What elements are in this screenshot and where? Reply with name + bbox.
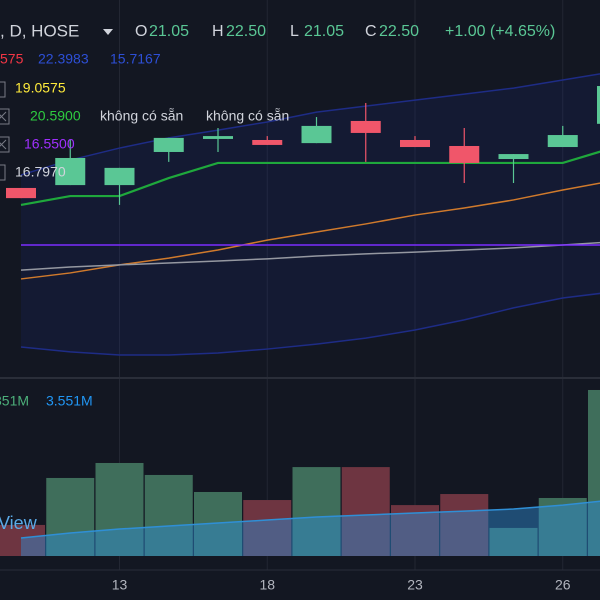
ohlc-value: 21.05 <box>304 23 344 40</box>
indicator-value: 15.7167 <box>110 51 161 67</box>
ohlc-value: 22.50 <box>379 23 419 40</box>
ohlc-value: 22.50 <box>226 23 266 40</box>
volume-bar <box>489 527 538 556</box>
x-tick-label: 18 <box>259 577 275 593</box>
volume-ma-area <box>21 501 600 556</box>
x-tick-label: 26 <box>555 577 571 593</box>
icon-box[interactable] <box>0 164 6 181</box>
ohlc-name: L <box>290 23 299 40</box>
indicator-value: 575 <box>0 51 24 67</box>
labels: , D, HOSE +1.00 (+4.65%) View O 21.05 H 22.… <box>0 21 571 593</box>
watermark: View <box>0 513 38 533</box>
band-upper <box>20 73 600 176</box>
candle-body <box>301 125 332 144</box>
indicator-line <box>20 241 600 271</box>
ohlc-name: C <box>365 23 377 40</box>
volume-bar <box>144 474 193 556</box>
symbol: , D, HOSE <box>0 21 79 40</box>
band-lower <box>20 292 600 356</box>
volume-bar <box>243 500 292 556</box>
candle-body <box>350 120 381 133</box>
ohlc-name: O <box>135 23 147 40</box>
candle-body <box>597 86 600 124</box>
plot <box>0 73 600 556</box>
candle-body <box>153 137 184 152</box>
volume-bar <box>46 477 95 556</box>
icon-close[interactable] <box>0 136 10 153</box>
icon-close-x <box>0 111 7 122</box>
candle-body <box>6 187 36 199</box>
volume-bar <box>538 497 587 556</box>
ohlc-name: H <box>212 23 224 40</box>
change: +1.00 (+4.65%) <box>445 23 555 40</box>
icon-close-x <box>0 139 7 150</box>
indicator-value: 20.5900 <box>30 108 81 124</box>
icon-close[interactable] <box>0 108 10 125</box>
candle-body <box>498 154 529 160</box>
x-tick-label: 13 <box>112 577 128 593</box>
volume-bar <box>440 494 489 556</box>
indicator-value: không có sẵn <box>206 108 289 124</box>
candle-body <box>400 139 430 148</box>
volume-bar <box>0 524 45 556</box>
volume-bar <box>292 467 341 556</box>
volume-label: 351M <box>0 393 29 409</box>
candle-body <box>449 145 480 163</box>
volume-bar <box>588 389 600 556</box>
candle-body <box>547 135 578 148</box>
candle-body <box>104 167 135 186</box>
candle-body <box>252 139 283 145</box>
dropdown-icon[interactable] <box>103 29 113 35</box>
indicator-value: không có sẵn <box>100 108 183 124</box>
icon-box[interactable] <box>0 81 6 98</box>
indicator-value: 19.0575 <box>15 80 66 96</box>
candle-body <box>203 136 233 139</box>
x-tick-label: 23 <box>407 577 423 593</box>
volume-ma-line <box>20 500 600 539</box>
volume-bar <box>95 462 144 556</box>
indicator-value: 16.5500 <box>24 136 75 152</box>
indicator-value: 16.7970 <box>15 164 66 180</box>
volume-bar <box>341 467 390 556</box>
indicator-value: 22.3983 <box>38 51 89 67</box>
candle-body <box>55 157 86 186</box>
volume-label: 3.551M <box>46 393 93 409</box>
ohlc-value: 21.05 <box>149 23 189 40</box>
